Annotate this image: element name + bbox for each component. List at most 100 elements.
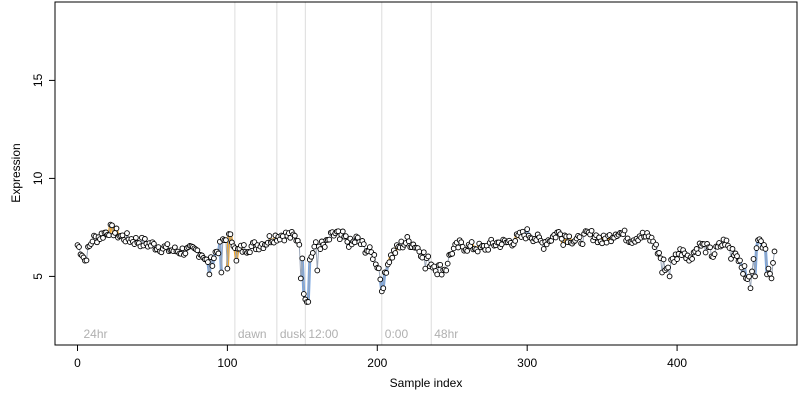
data-point-10	[89, 238, 96, 245]
data-point-444	[740, 271, 746, 277]
x-tick-label-3: 300	[517, 356, 537, 370]
data-point-453	[753, 245, 760, 251]
data-point-138	[281, 237, 288, 244]
annotation-labels: 24hr dawn dusk 12:00 0:00 48hr	[83, 327, 458, 341]
data-point-115	[247, 249, 253, 256]
plot-frame	[54, 1, 798, 346]
data-point-154	[305, 299, 312, 305]
data-point-463	[768, 275, 775, 282]
x-tick-label-4: 400	[667, 356, 687, 370]
data-point-386	[653, 241, 659, 248]
annotation-lines	[234, 2, 432, 345]
data-point-179	[342, 233, 349, 239]
data-point-234	[425, 253, 432, 260]
data-point-80	[194, 247, 201, 254]
data-point-45	[142, 236, 148, 242]
annotation-label-2: dusk	[280, 327, 306, 341]
data-point-201	[375, 265, 382, 272]
data-point-448	[746, 273, 752, 280]
data-point-437	[729, 246, 736, 252]
data-point-33	[124, 230, 130, 236]
data-point-422	[707, 244, 713, 251]
data-point-94	[215, 250, 222, 257]
data-point-148	[296, 241, 303, 248]
data-point-267	[474, 248, 481, 255]
data-point-177	[339, 228, 346, 235]
data-points	[74, 221, 778, 305]
y-axis: 5 10 15	[31, 73, 55, 280]
annotation-label-5: 48hr	[434, 327, 458, 341]
data-point-256	[458, 239, 465, 246]
data-point-191	[360, 241, 367, 247]
data-point-350	[599, 240, 605, 247]
data-point-39	[133, 234, 139, 241]
data-point-1	[76, 244, 82, 250]
data-point-254	[455, 244, 462, 251]
data-point-128	[266, 233, 273, 239]
annotation-label-3: 12:00	[308, 327, 338, 341]
data-point-442	[737, 257, 743, 264]
data-point-23	[109, 222, 115, 229]
data-point-343	[588, 227, 595, 234]
data-point-6	[83, 257, 90, 264]
data-point-149	[297, 275, 304, 282]
data-point-449	[747, 285, 754, 292]
data-point-145	[291, 232, 298, 239]
annotation-label-1: dawn	[238, 327, 267, 341]
data-point-319	[552, 234, 559, 241]
data-point-260	[464, 248, 471, 254]
data-point-151	[300, 291, 307, 297]
data-point-395	[666, 273, 673, 280]
data-point-365	[621, 227, 628, 234]
data-point-100	[224, 265, 231, 272]
data-point-391	[660, 256, 667, 263]
data-point-436	[728, 255, 734, 262]
data-point-452	[752, 273, 758, 280]
data-point-221	[405, 238, 412, 245]
data-point-198	[371, 252, 378, 258]
data-point-91	[211, 255, 217, 262]
data-point-96	[218, 269, 225, 276]
data-point-242	[437, 261, 444, 268]
y-axis-title: Expression	[9, 143, 23, 202]
data-point-195	[366, 244, 373, 250]
data-point-30	[119, 232, 126, 239]
data-point-419	[702, 249, 709, 256]
data-point-388	[656, 250, 662, 256]
data-point-322	[557, 231, 564, 238]
data-point-410	[689, 256, 695, 262]
data-point-337	[579, 241, 586, 247]
data-point-168	[326, 236, 333, 243]
data-point-17	[100, 235, 106, 241]
data-point-335	[576, 234, 583, 240]
data-point-202	[377, 276, 384, 283]
data-point-228	[416, 248, 423, 255]
data-point-72	[182, 250, 189, 257]
data-point-292	[512, 238, 519, 244]
data-point-464	[770, 260, 776, 266]
data-point-451	[750, 256, 757, 262]
data-point-456	[758, 238, 764, 244]
x-axis-title: Sample index	[390, 376, 463, 390]
data-point-210	[389, 254, 396, 261]
data-point-208	[386, 259, 393, 266]
data-point-300	[524, 226, 531, 232]
annotation-label-0: 24hr	[83, 327, 107, 341]
y-tick-label-1: 10	[31, 171, 45, 185]
y-tick-label-0: 5	[31, 273, 45, 280]
data-point-465	[771, 248, 778, 255]
data-point-394	[665, 264, 671, 271]
series-lines	[77, 223, 775, 304]
x-tick-label-2: 200	[367, 356, 387, 370]
data-point-88	[206, 271, 213, 278]
data-point-328	[566, 233, 573, 240]
x-tick-label-0: 0	[74, 356, 81, 370]
data-point-99	[223, 237, 229, 243]
series-line	[77, 223, 775, 303]
data-point-246	[443, 267, 450, 274]
data-point-231	[420, 249, 427, 256]
data-point-165	[321, 244, 328, 250]
data-point-204	[380, 285, 387, 292]
data-point-311	[540, 246, 547, 252]
